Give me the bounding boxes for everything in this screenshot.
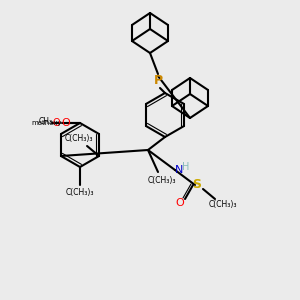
Text: C(CH₃)₃: C(CH₃)₃ — [65, 134, 93, 142]
Text: C(CH₃)₃: C(CH₃)₃ — [148, 176, 176, 184]
Text: C(CH₃)₃: C(CH₃)₃ — [66, 188, 94, 197]
Text: N: N — [175, 165, 183, 175]
Text: C(CH₃)₃: C(CH₃)₃ — [209, 200, 237, 209]
Text: O: O — [52, 118, 60, 128]
Text: S: S — [193, 178, 202, 191]
Text: CH₃: CH₃ — [39, 116, 53, 125]
Text: P: P — [153, 74, 163, 86]
Text: methoxy: methoxy — [32, 120, 62, 126]
Text: O: O — [176, 198, 184, 208]
Text: H: H — [182, 162, 190, 172]
Text: O: O — [61, 118, 70, 128]
